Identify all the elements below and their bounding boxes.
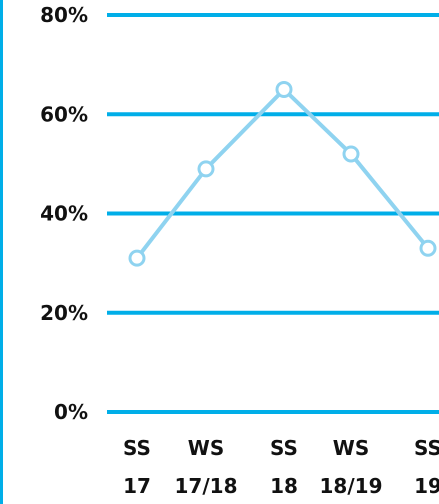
y-tick-label: 60% bbox=[40, 102, 88, 126]
data-point bbox=[275, 80, 293, 98]
x-tick-label: 19 bbox=[414, 474, 439, 498]
y-tick-label: 40% bbox=[40, 202, 88, 226]
data-point bbox=[197, 160, 215, 178]
x-tick-label: WS bbox=[188, 436, 224, 460]
y-tick-label: 0% bbox=[54, 400, 88, 424]
data-point bbox=[419, 239, 437, 257]
y-tick-label: 20% bbox=[40, 301, 88, 325]
x-tick-label: SS bbox=[123, 436, 151, 460]
data-point bbox=[342, 145, 360, 163]
data-point bbox=[128, 249, 146, 267]
y-axis-ticks: 0% 20% 40% 60% 80% bbox=[40, 3, 88, 424]
y-tick-label: 80% bbox=[40, 3, 88, 27]
x-tick-label: SS bbox=[270, 436, 298, 460]
gridlines bbox=[107, 13, 439, 414]
x-tick-label: 18/19 bbox=[320, 474, 383, 498]
x-axis-ticks: SS 17 WS 17/18 SS 18 WS 18/19 SS 19 bbox=[123, 436, 439, 498]
x-tick-label: WS bbox=[333, 436, 369, 460]
left-accent-bar bbox=[0, 0, 3, 504]
x-tick-label: 17/18 bbox=[175, 474, 238, 498]
x-tick-label: 17 bbox=[123, 474, 151, 498]
series-line-group bbox=[128, 80, 437, 267]
x-tick-label: 18 bbox=[270, 474, 298, 498]
x-tick-label: SS bbox=[414, 436, 439, 460]
